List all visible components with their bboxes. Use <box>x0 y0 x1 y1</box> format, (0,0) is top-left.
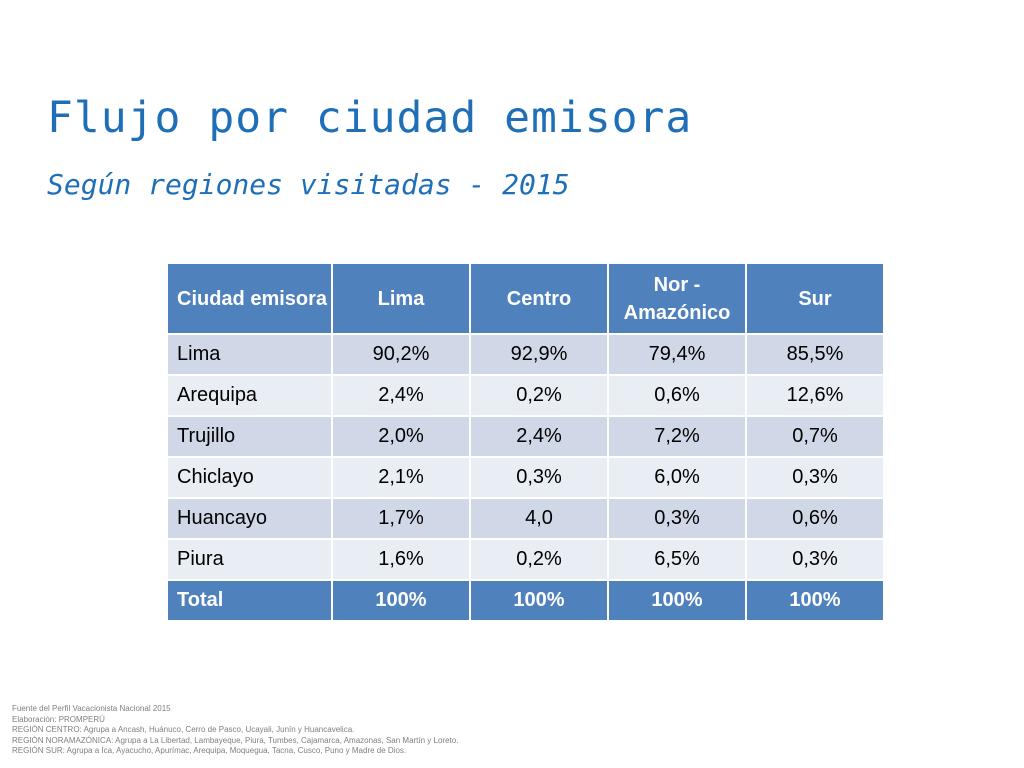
table-total-row: Total 100% 100% 100% 100% <box>166 579 885 622</box>
cell-value: 6,5% <box>607 538 747 581</box>
cell-value: 12,6% <box>745 374 885 417</box>
cell-value: 2,1% <box>331 456 471 499</box>
cell-value: 6,0% <box>607 456 747 499</box>
cell-value: 0,3% <box>469 456 609 499</box>
footnote-region-sur: REGIÓN SUR: Agrupa a Ica, Ayacucho, Apur… <box>12 746 407 755</box>
cell-value: 85,5% <box>745 333 885 376</box>
cell-value: 90,2% <box>331 333 471 376</box>
slide-title: Flujo por ciudad emisora <box>47 93 693 143</box>
cell-value: 0,2% <box>469 538 609 581</box>
total-value: 100% <box>331 579 471 622</box>
cell-value: 0,3% <box>745 456 885 499</box>
table-row: Arequipa 2,4% 0,2% 0,6% 12,6% <box>166 374 885 417</box>
cell-value: 2,0% <box>331 415 471 458</box>
row-city: Chiclayo <box>166 456 333 499</box>
cell-value: 0,6% <box>745 497 885 540</box>
cell-value: 79,4% <box>607 333 747 376</box>
total-value: 100% <box>607 579 747 622</box>
table-row: Piura 1,6% 0,2% 6,5% 0,3% <box>166 538 885 581</box>
cell-value: 0,3% <box>745 538 885 581</box>
cell-value: 4,0 <box>469 497 609 540</box>
cell-value: 7,2% <box>607 415 747 458</box>
cell-value: 0,3% <box>607 497 747 540</box>
header-centro: Centro <box>469 262 609 335</box>
cell-value: 2,4% <box>469 415 609 458</box>
table-row: Trujillo 2,0% 2,4% 7,2% 0,7% <box>166 415 885 458</box>
row-city: Huancayo <box>166 497 333 540</box>
footnote-region-centro: REGIÓN CENTRO: Agrupa a Ancash, Huánuco,… <box>12 725 355 734</box>
header-lima: Lima <box>331 262 471 335</box>
header-nor-amazonico: Nor - Amazónico <box>607 262 747 335</box>
cell-value: 1,6% <box>331 538 471 581</box>
slide-subtitle: Según regiones visitadas - 2015 <box>47 168 570 201</box>
footnote-source: Fuente del Perfil Vacacionista Nacional … <box>12 704 171 713</box>
row-city: Trujillo <box>166 415 333 458</box>
total-value: 100% <box>745 579 885 622</box>
row-city: Piura <box>166 538 333 581</box>
row-city: Lima <box>166 333 333 376</box>
cell-value: 0,7% <box>745 415 885 458</box>
total-value: 100% <box>469 579 609 622</box>
header-sur: Sur <box>745 262 885 335</box>
cell-value: 1,7% <box>331 497 471 540</box>
table-header-row: Ciudad emisora Lima Centro Nor - Amazóni… <box>166 262 885 335</box>
data-table: Ciudad emisora Lima Centro Nor - Amazóni… <box>166 262 885 622</box>
cell-value: 0,6% <box>607 374 747 417</box>
footnotes: Fuente del Perfil Vacacionista Nacional … <box>12 704 458 757</box>
header-ciudad-emisora: Ciudad emisora <box>166 262 333 335</box>
total-label: Total <box>166 579 333 622</box>
table-row: Huancayo 1,7% 4,0 0,3% 0,6% <box>166 497 885 540</box>
table-row: Lima 90,2% 92,9% 79,4% 85,5% <box>166 333 885 376</box>
cell-value: 92,9% <box>469 333 609 376</box>
cell-value: 0,2% <box>469 374 609 417</box>
table-row: Chiclayo 2,1% 0,3% 6,0% 0,3% <box>166 456 885 499</box>
footnote-region-noramazonica: REGIÓN NORAMAZÓNICA: Agrupa a La Liberta… <box>12 735 459 745</box>
footnote-elaboration: Elaboración: PROMPERÚ <box>12 714 105 724</box>
cell-value: 2,4% <box>331 374 471 417</box>
row-city: Arequipa <box>166 374 333 417</box>
